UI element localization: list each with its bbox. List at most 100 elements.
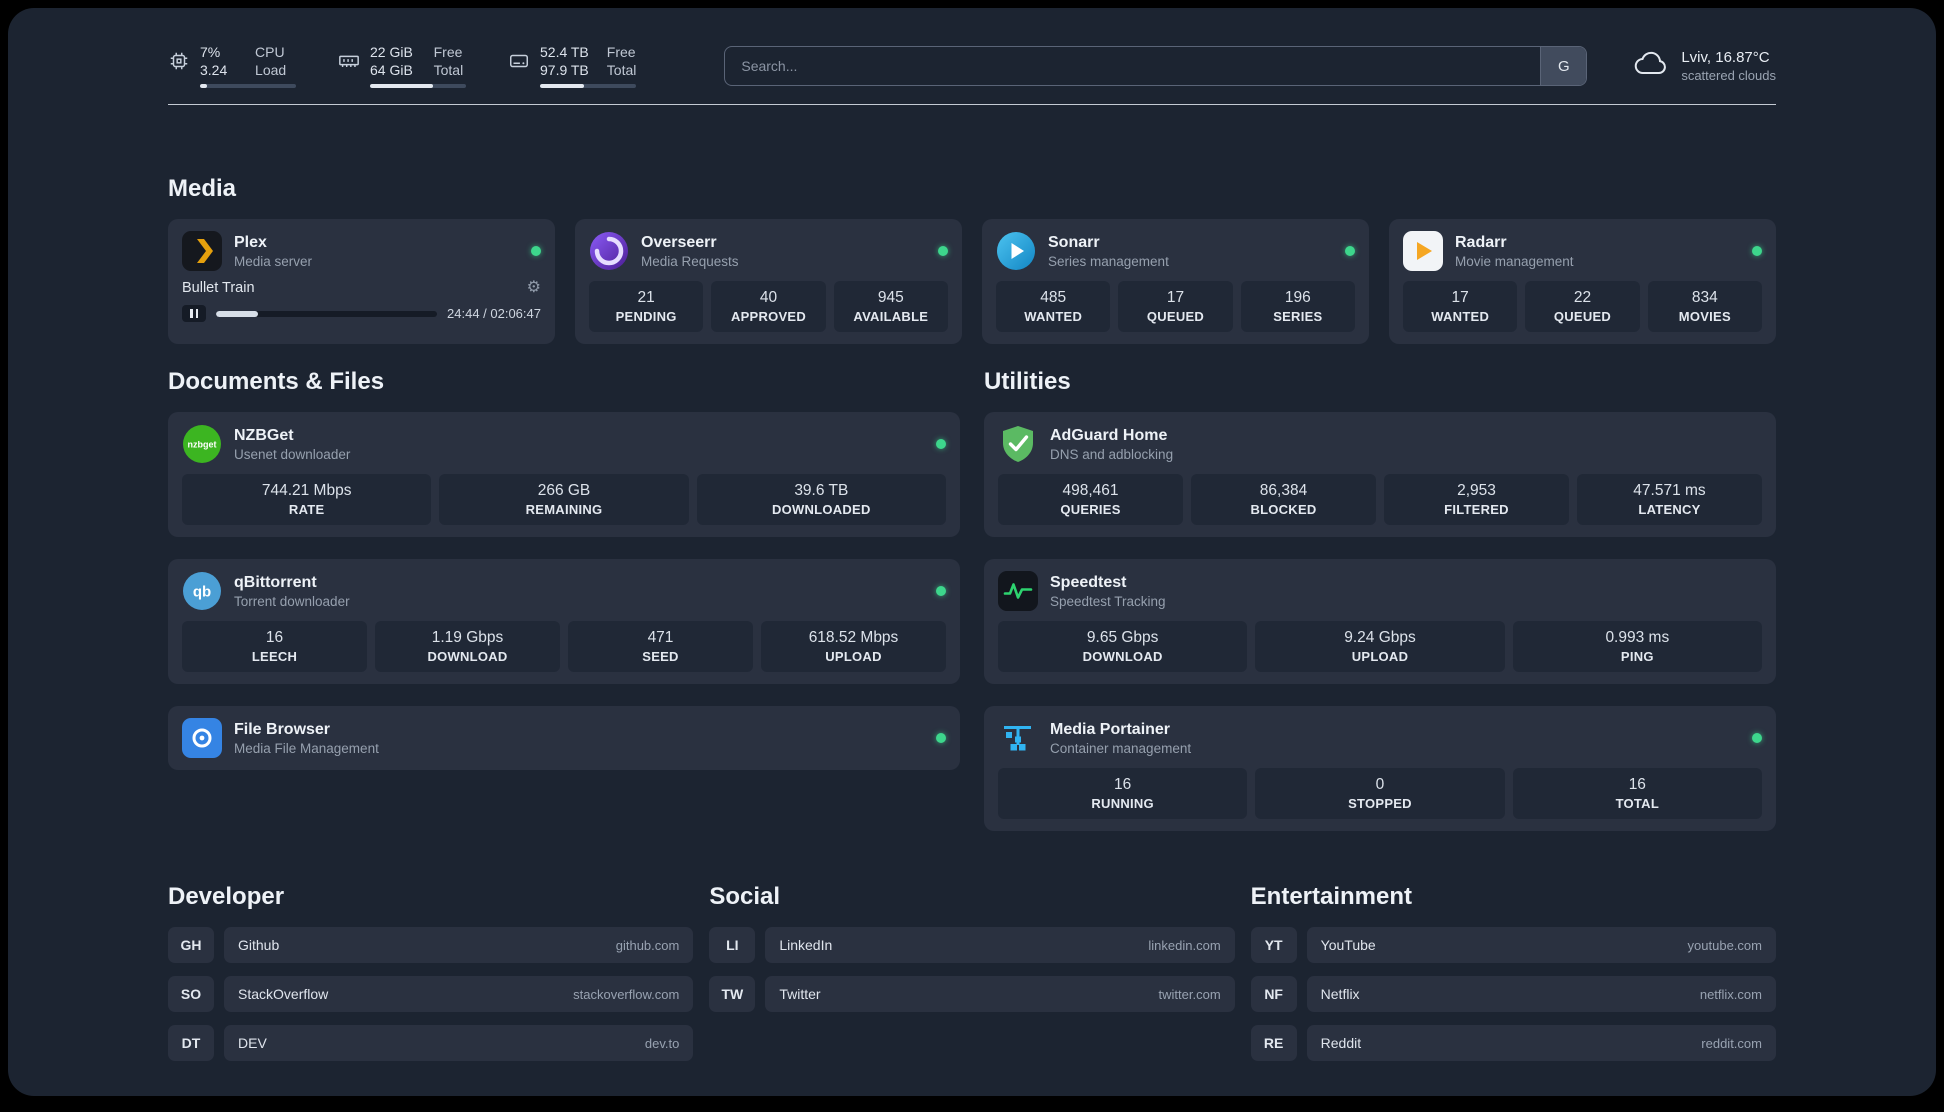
bookmark-url: linkedin.com (1148, 937, 1221, 953)
bookmark-name: Reddit (1320, 1035, 1362, 1051)
middle-columns: Documents & Files nzbget NZBGet Usenet d… (168, 368, 1776, 831)
section-documents: Documents & Files nzbget NZBGet Usenet d… (168, 368, 960, 831)
speedtest-icon (998, 571, 1038, 611)
app-card-sonarr[interactable]: Sonarr Series management 485 WANTED 17 QUE… (982, 219, 1369, 344)
bookmark-youtube[interactable]: YT YouTube youtube.com (1250, 927, 1776, 963)
plex-icon (182, 231, 222, 271)
app-card-portainer[interactable]: Media Portainer Container management 16 R… (984, 706, 1776, 831)
now-playing-title: Bullet Train (182, 280, 255, 296)
cpu-label: CPU (255, 44, 285, 60)
linkedin-icon: LI (709, 927, 756, 963)
overseerr-icon (589, 231, 629, 271)
stat-queued: 17 QUEUED (1118, 281, 1233, 332)
app-card-qbittorrent[interactable]: qb qBittorrent Torrent downloader 16 LEEC… (168, 559, 960, 684)
netflix-icon: NF (1250, 976, 1297, 1012)
bookmark-stackoverflow[interactable]: SO StackOverflow stackoverflow.com (168, 976, 694, 1012)
app-card-radarr[interactable]: Radarr Movie management 17 WANTED 22 QUEUE… (1389, 219, 1776, 344)
section-title-developer: Developer (168, 883, 285, 910)
app-description: Torrent downloader (234, 593, 350, 609)
pause-button[interactable] (182, 305, 206, 322)
weather-location: Lviv, 16.87°C (1681, 49, 1770, 66)
bookmark-netflix[interactable]: NF Netflix netflix.com (1250, 976, 1776, 1012)
bookmark-group-social: Social LI LinkedIn linkedin.com TW Twitt… (709, 883, 1235, 1074)
bookmark-reddit[interactable]: RE Reddit reddit.com (1250, 1025, 1776, 1061)
pause-icon (190, 309, 193, 318)
bookmark-name: Netflix (1320, 986, 1360, 1002)
nzbget-icon: nzbget (182, 424, 222, 464)
playback-progress-bar[interactable] (216, 310, 438, 317)
search-provider-button[interactable]: G (1540, 47, 1587, 85)
bookmark-group-developer: Developer GH Github github.com SO StackO… (168, 883, 694, 1074)
app-card-adguard[interactable]: AdGuard Home DNS and adblocking 498,461 Q… (984, 412, 1776, 537)
app-name: Radarr (1455, 233, 1507, 251)
stat-download: 1.19 Gbps DOWNLOAD (375, 621, 560, 672)
weather-text: Lviv, 16.87°C scattered clouds (1681, 48, 1776, 84)
cloud-icon (1633, 49, 1669, 84)
disk-progress-bar (540, 84, 636, 88)
ram-free-value: 22 GiB (370, 44, 413, 60)
bookmark-github[interactable]: GH Github github.com (168, 927, 694, 963)
ram-widget: 22 GiB Free 64 GiB Total (338, 44, 466, 88)
app-card-nzbget[interactable]: nzbget NZBGet Usenet downloader 744.21 M… (168, 412, 960, 537)
topbar-divider (168, 104, 1776, 105)
app-card-filebrowser[interactable]: File Browser Media File Management (168, 706, 960, 770)
ram-icon (338, 50, 360, 77)
ram-free-label: Free (433, 44, 463, 60)
bookmark-name: Github (238, 937, 280, 953)
twitter-icon: TW (709, 976, 756, 1012)
dashboard-content: 7% CPU 3.24 Load 22 GiB Free 64 GiB Tota… (8, 8, 1936, 1096)
media-grid: Plex Media server Bullet Train ⚙ 24:44 /… (168, 219, 1776, 344)
status-dot (936, 733, 946, 743)
disk-free-label: Free (606, 44, 636, 60)
app-description: Speedtest Tracking (1050, 593, 1166, 609)
stat-remaining: 266 GB REMAINING (439, 474, 689, 525)
section-title-media: Media (168, 175, 237, 202)
sonarr-icon (996, 231, 1036, 271)
bookmark-url: reddit.com (1701, 1035, 1762, 1051)
bookmark-linkedin[interactable]: LI LinkedIn linkedin.com (709, 927, 1235, 963)
cpu-percent: 7% (200, 44, 221, 60)
bookmark-dev[interactable]: DT DEV dev.to (168, 1025, 694, 1061)
app-card-speedtest[interactable]: Speedtest Speedtest Tracking 9.65 Gbps DO… (984, 559, 1776, 684)
stat-rate: 744.21 Mbps RATE (182, 474, 432, 525)
bookmark-url: twitter.com (1158, 986, 1221, 1002)
app-description: Series management (1048, 253, 1169, 269)
stat-available: 945 AVAILABLE (833, 281, 948, 332)
stat-queued: 22 QUEUED (1525, 281, 1640, 332)
stat-series: 196 SERIES (1240, 281, 1355, 332)
app-description: Media Requests (641, 253, 739, 269)
cpu-widget: 7% CPU 3.24 Load (168, 44, 296, 88)
section-title-social: Social (709, 883, 781, 910)
stat-stopped: 0 STOPPED (1255, 768, 1505, 819)
app-description: Usenet downloader (234, 446, 351, 462)
bookmark-url: dev.to (644, 1035, 680, 1051)
stat-queries: 498,461 QUERIES (998, 474, 1183, 525)
status-dot (1345, 246, 1355, 256)
stat-latency: 47.571 ms LATENCY (1577, 474, 1762, 525)
section-title-utilities: Utilities (984, 368, 1071, 395)
stat-leech: 16 LEECH (182, 621, 367, 672)
svg-text:nzbget: nzbget (188, 440, 217, 450)
bookmark-name: YouTube (1320, 937, 1376, 953)
stackoverflow-icon: SO (168, 976, 214, 1012)
bookmark-url: youtube.com (1687, 937, 1762, 953)
app-card-plex[interactable]: Plex Media server Bullet Train ⚙ 24:44 /… (168, 219, 555, 344)
app-name: NZBGet (234, 426, 294, 444)
section-title-documents: Documents & Files (168, 368, 385, 395)
disk-readout: 52.4 TB Free 97.9 TB Total (540, 44, 636, 88)
bookmark-name: LinkedIn (779, 937, 833, 953)
stat-wanted: 17 WANTED (1403, 281, 1518, 332)
settings-gear-icon[interactable]: ⚙ (526, 279, 541, 296)
bookmark-url: netflix.com (1699, 986, 1762, 1002)
ram-total-label: Total (433, 62, 464, 78)
app-name: Overseerr (641, 233, 717, 251)
ram-readout: 22 GiB Free 64 GiB Total (370, 44, 466, 88)
stat-blocked: 86,384 BLOCKED (1191, 474, 1376, 525)
search-input[interactable] (725, 47, 1541, 85)
app-card-overseerr[interactable]: Overseerr Media Requests 21 PENDING 40 APP… (575, 219, 962, 344)
bookmark-twitter[interactable]: TW Twitter twitter.com (709, 976, 1235, 1012)
status-dot (1752, 733, 1762, 743)
stat-movies: 834 MOVIES (1647, 281, 1762, 332)
bookmark-name: DEV (238, 1035, 267, 1051)
disk-icon (508, 50, 530, 77)
